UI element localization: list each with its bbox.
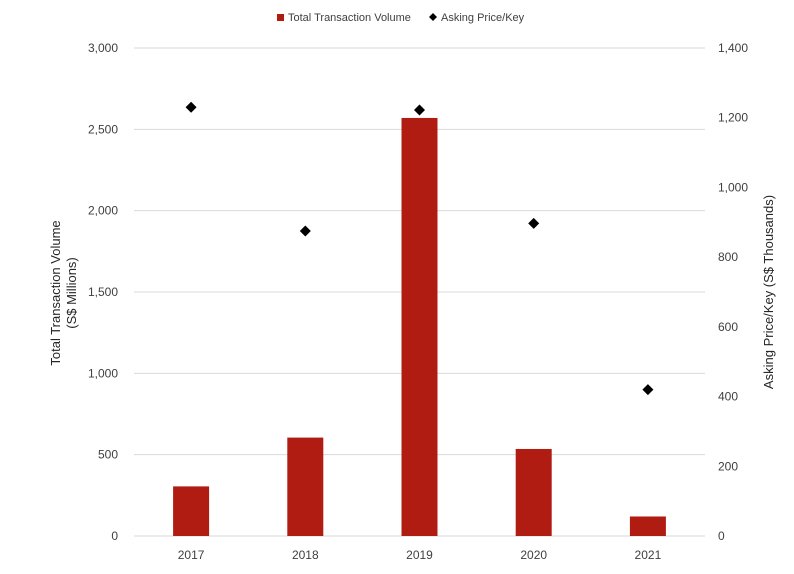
y-left-tick-label: 1,500 <box>88 285 118 299</box>
y-right-tick-label: 200 <box>718 459 738 473</box>
points <box>185 101 654 396</box>
y-left-tick-label: 1,000 <box>88 366 118 380</box>
y-right-tick-label: 400 <box>718 390 738 404</box>
y-right-tick-label: 1,200 <box>718 111 748 125</box>
x-tick-label: 2018 <box>292 548 319 562</box>
y-right-tick-label: 0 <box>718 529 725 543</box>
bars <box>173 117 666 537</box>
x-tick-label: 2021 <box>635 548 662 562</box>
bar <box>629 516 666 536</box>
legend: Total Transaction Volume Asking Price/Ke… <box>277 12 525 24</box>
y-left-tick-label: 500 <box>98 448 118 462</box>
y-right-tick-label: 1,000 <box>718 180 748 194</box>
y-right-tick-label: 1,400 <box>718 41 748 55</box>
bar <box>287 437 324 536</box>
x-tick-label: 2020 <box>520 548 547 562</box>
x-tick-label: 2017 <box>178 548 205 562</box>
y-left-tick-label: 0 <box>111 529 118 543</box>
y-left-axis-subtitle: (S$ Millions) <box>64 257 79 329</box>
x-tick-label: 2019 <box>406 548 433 562</box>
y-right-tick-label: 600 <box>718 320 738 334</box>
y-left-tick-label: 2,000 <box>88 204 118 218</box>
data-point <box>299 225 311 237</box>
legend-diamond-icon <box>429 13 437 21</box>
data-point <box>642 384 654 396</box>
y-left-axis-title: Total Transaction Volume <box>48 220 63 365</box>
legend-label-volume: Total Transaction Volume <box>288 12 411 24</box>
y-left-tick-label: 2,500 <box>88 122 118 136</box>
legend-label-price: Asking Price/Key <box>441 12 525 24</box>
y-left-tick-label: 3,000 <box>88 41 118 55</box>
bar <box>515 448 552 536</box>
legend-swatch-volume <box>277 14 284 21</box>
data-point <box>185 101 197 113</box>
data-point <box>528 217 540 229</box>
tick-labels: 0 500 1,000 1,500 2,000 2,500 3,000 0 200 400 600 8… <box>88 41 748 562</box>
bar <box>401 117 438 537</box>
bar <box>173 486 210 536</box>
data-point <box>414 104 425 116</box>
y-right-axis-title: Asking Price/Key (S$ Thousands) <box>761 195 776 389</box>
y-right-tick-label: 800 <box>718 250 738 264</box>
